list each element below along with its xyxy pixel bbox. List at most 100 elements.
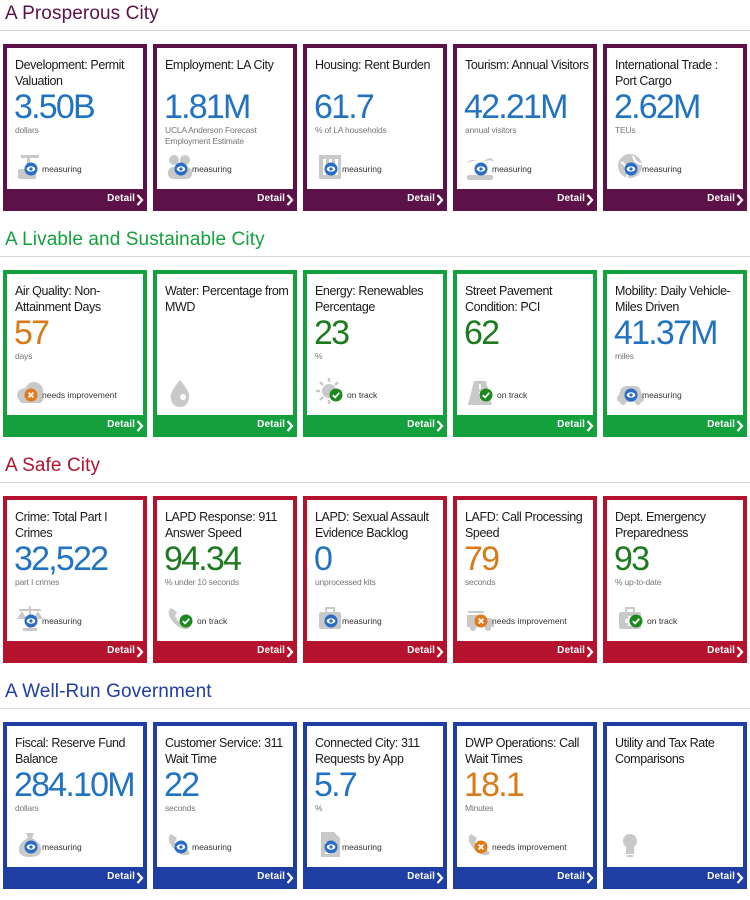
metric-value: 57 xyxy=(14,314,50,352)
metric-value: 22 xyxy=(164,766,200,804)
detail-button[interactable]: Detail xyxy=(3,415,147,437)
chevron-right-icon xyxy=(736,872,744,884)
chevron-right-icon xyxy=(586,872,594,884)
status-text: needs improvement xyxy=(492,616,567,626)
detail-button[interactable]: Detail xyxy=(153,641,297,663)
metric-label: Tourism: Annual Visitors xyxy=(465,58,589,72)
metric-card[interactable]: Connected City: 311 Requests by App 5.7% m… xyxy=(303,722,447,889)
status-text: measuring xyxy=(642,164,682,174)
metric-card-body: LAPD: Sexual Assault Evidence Backlog 0 un… xyxy=(307,500,443,641)
chevron-right-icon xyxy=(586,420,594,432)
detail-button[interactable]: Detail xyxy=(153,867,297,889)
detail-label: Detail xyxy=(107,419,135,430)
detail-button[interactable]: Detail xyxy=(453,189,597,211)
status-text: needs improvement xyxy=(42,390,117,400)
status-indicator: measuring xyxy=(324,614,382,628)
detail-button[interactable]: Detail xyxy=(3,867,147,889)
metric-card[interactable]: Housing: Rent Burden 61.7% of LA househol… xyxy=(303,44,447,211)
metric-card[interactable]: LAFD: Call Processing Speed 79 seconds need… xyxy=(453,496,597,663)
detail-button[interactable]: Detail xyxy=(603,641,747,663)
metric-card[interactable]: LAPD: Sexual Assault Evidence Backlog 0 un… xyxy=(303,496,447,663)
metric-card[interactable]: Employment: LA City 1.81M UCLA Anderson Fo… xyxy=(153,44,297,211)
metric-label: Air Quality: Non-Attainment Days xyxy=(15,284,101,314)
metric-card-body: DWP Operations: Call Wait Times 18.1 Minut… xyxy=(457,726,593,867)
detail-button[interactable]: Detail xyxy=(303,641,447,663)
detail-button[interactable]: Detail xyxy=(453,415,597,437)
metric-card[interactable]: International Trade : Port Cargo 2.62M TEU… xyxy=(603,44,747,211)
detail-button[interactable]: Detail xyxy=(303,415,447,437)
metric-label: Energy: Renewables Percentage xyxy=(315,284,424,314)
detail-button[interactable]: Detail xyxy=(3,641,147,663)
metric-card[interactable]: Tourism: Annual Visitors 42.21M annual vis… xyxy=(453,44,597,211)
detail-label: Detail xyxy=(257,645,285,656)
detail-label: Detail xyxy=(707,645,735,656)
detail-button[interactable]: Detail xyxy=(453,641,597,663)
metric-card[interactable]: Water: Percentage from MWD Detail xyxy=(153,270,297,437)
metric-label: Dept. Emergency Preparedness xyxy=(615,510,706,540)
metric-card[interactable]: Street Pavement Condition: PCI 62 on track… xyxy=(453,270,597,437)
metric-card[interactable]: Crime: Total Part I Crimes 32,522 part I c… xyxy=(3,496,147,663)
chevron-right-icon xyxy=(286,420,294,432)
detail-button[interactable]: Detail xyxy=(153,189,297,211)
metric-card[interactable]: Development: Permit Valuation 3.50B dollar… xyxy=(3,44,147,211)
x-circle-icon xyxy=(474,614,488,628)
detail-button[interactable]: Detail xyxy=(603,189,747,211)
metric-card-body: International Trade : Port Cargo 2.62M TEU… xyxy=(607,48,743,189)
status-text: measuring xyxy=(342,616,382,626)
status-text: measuring xyxy=(342,164,382,174)
metric-unit: annual visitors xyxy=(465,125,517,135)
detail-button[interactable]: Detail xyxy=(453,867,597,889)
chevron-right-icon xyxy=(736,646,744,658)
status-text: measuring xyxy=(192,842,232,852)
metric-card[interactable]: Dept. Emergency Preparedness 93% up-to-da… xyxy=(603,496,747,663)
metric-card[interactable]: Utility and Tax Rate Comparisons Detail xyxy=(603,722,747,889)
detail-button[interactable]: Detail xyxy=(603,415,747,437)
metric-value: 62 xyxy=(464,314,500,352)
metric-label: Fiscal: Reserve Fund Balance xyxy=(15,736,126,766)
detail-label: Detail xyxy=(557,419,585,430)
metric-card[interactable]: Fiscal: Reserve Fund Balance 284.10M dolla… xyxy=(3,722,147,889)
metric-card[interactable]: Customer Service: 311 Wait Time 22 seconds… xyxy=(153,722,297,889)
eye-icon xyxy=(624,388,638,402)
metric-value: 3.50B xyxy=(14,88,96,126)
metric-value: 61.7 xyxy=(314,88,375,126)
metric-card[interactable]: LAPD Response: 911 Answer Speed 94.34% un… xyxy=(153,496,297,663)
metric-value: 93 xyxy=(614,540,650,578)
metric-label: Street Pavement Condition: PCI xyxy=(465,284,553,314)
section-divider xyxy=(0,482,750,483)
chevron-right-icon xyxy=(136,872,144,884)
metric-card[interactable]: Energy: Renewables Percentage 23% on track… xyxy=(303,270,447,437)
detail-button[interactable]: Detail xyxy=(303,189,447,211)
metric-unit: days xyxy=(15,351,33,361)
chevron-right-icon xyxy=(736,194,744,206)
chevron-right-icon xyxy=(436,420,444,432)
detail-button[interactable]: Detail xyxy=(603,867,747,889)
status-text: on track xyxy=(347,390,378,400)
water-drop-icon xyxy=(170,380,190,407)
detail-button[interactable]: Detail xyxy=(303,867,447,889)
eye-icon xyxy=(24,840,38,854)
chevron-right-icon xyxy=(136,194,144,206)
section-title: A Livable and Sustainable City xyxy=(5,229,265,250)
metric-unit: seconds xyxy=(465,577,496,587)
metric-card-body: Utility and Tax Rate Comparisons xyxy=(607,726,743,867)
metric-card[interactable]: DWP Operations: Call Wait Times 18.1 Minut… xyxy=(453,722,597,889)
metric-unit: % up-to-date xyxy=(615,577,662,587)
status-indicator: on track xyxy=(479,388,527,402)
status-indicator: needs improvement xyxy=(474,840,567,854)
chevron-right-icon xyxy=(736,420,744,432)
metric-card-body: Development: Permit Valuation 3.50B dollar… xyxy=(7,48,143,189)
detail-button[interactable]: Detail xyxy=(153,415,297,437)
metric-card[interactable]: Air Quality: Non-Attainment Days 57 days ne… xyxy=(3,270,147,437)
detail-button[interactable]: Detail xyxy=(3,189,147,211)
metric-unit: miles xyxy=(615,351,634,361)
metric-unit: % of LA households xyxy=(315,125,387,135)
metric-card[interactable]: Mobility: Daily Vehicle-Miles Driven 41.3… xyxy=(603,270,747,437)
status-indicator: needs improvement xyxy=(24,388,117,402)
section-divider xyxy=(0,256,750,257)
metric-value: 284.10M xyxy=(14,766,136,804)
status-indicator: measuring xyxy=(174,840,232,854)
chevron-right-icon xyxy=(286,872,294,884)
detail-label: Detail xyxy=(407,419,435,430)
status-indicator: measuring xyxy=(174,162,232,176)
